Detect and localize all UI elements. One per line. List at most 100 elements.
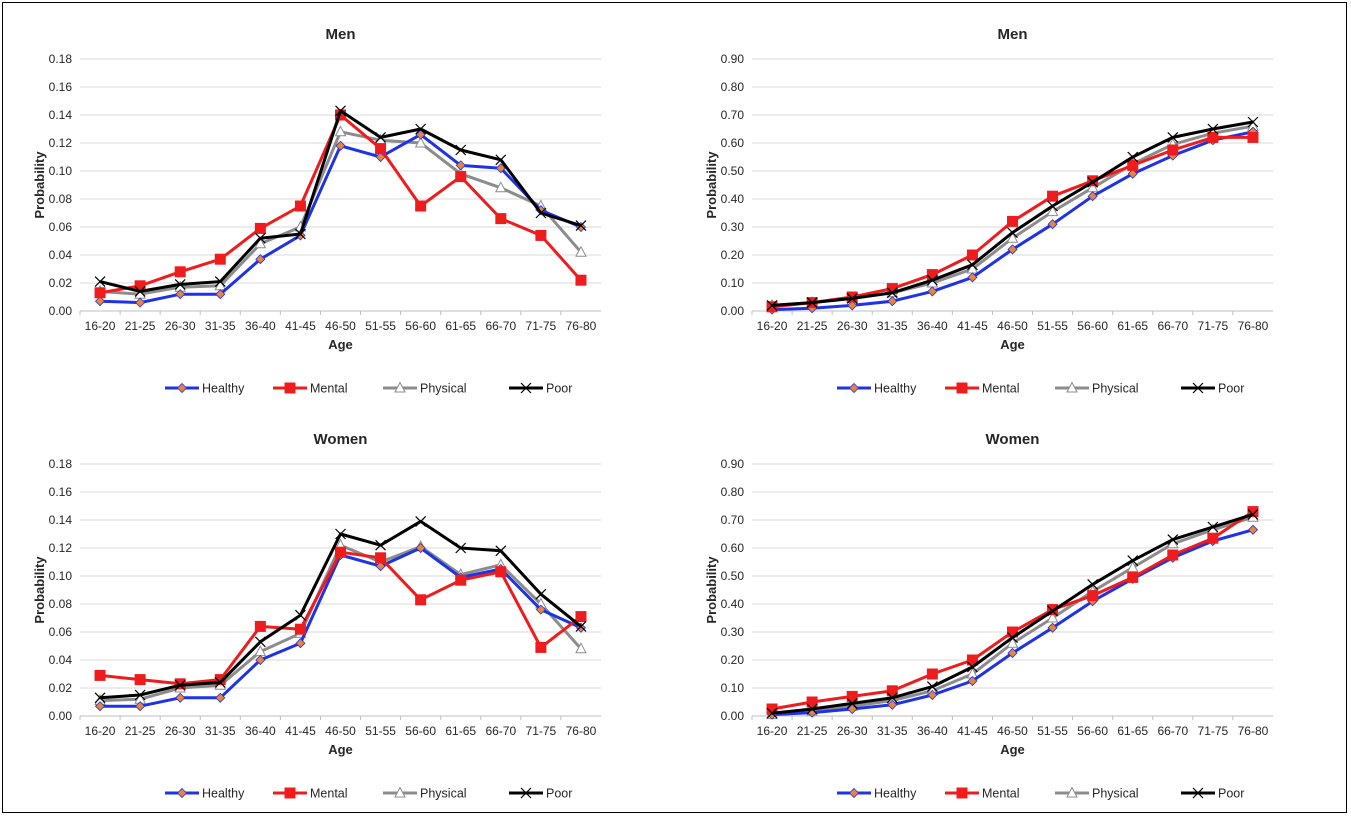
poor-marker	[294, 609, 306, 621]
x-tick-label: 56-60	[1077, 319, 1108, 333]
mental-marker	[375, 143, 387, 155]
healthy-marker	[495, 163, 506, 174]
x-tick-label: 51-55	[365, 319, 396, 333]
mental-marker	[415, 200, 427, 212]
mental-marker	[294, 200, 306, 212]
mental-marker	[254, 222, 266, 234]
legend-label: Poor	[546, 382, 572, 396]
y-tick-label: 0.04	[49, 248, 73, 262]
series-healthy	[766, 524, 1259, 720]
physical-marker	[1126, 561, 1139, 573]
mental-marker	[575, 611, 587, 623]
series-physical	[766, 119, 1259, 310]
x-tick-label: 61-65	[1117, 724, 1148, 738]
poor-marker	[1007, 632, 1018, 644]
x-tick-label: 41-45	[285, 724, 316, 738]
healthy-line	[771, 528, 1254, 717]
legend-item-physical: Physical	[1055, 381, 1139, 396]
x-tick-label: 36-40	[245, 319, 276, 333]
y-axis-label: Probability	[704, 151, 719, 219]
y-axis-label: Probability	[32, 151, 47, 219]
mental-marker	[415, 594, 427, 606]
mental-marker	[535, 229, 547, 241]
mental-marker	[926, 668, 938, 680]
y-tick-label: 0.90	[721, 457, 745, 471]
y-tick-label: 0.00	[49, 709, 73, 723]
poor-marker	[520, 787, 532, 799]
x-tick-label: 21-25	[797, 724, 828, 738]
x-tick-label: 16-20	[85, 724, 116, 738]
healthy-line	[99, 133, 582, 305]
healthy-marker	[847, 300, 858, 311]
x-tick-label: 36-40	[917, 724, 948, 738]
series-poor	[94, 515, 587, 704]
x-tick-label: 21-25	[125, 319, 156, 333]
physical-marker	[1006, 636, 1019, 648]
legend-item-healthy: Healthy	[165, 787, 245, 801]
x-tick-label: 46-50	[325, 724, 356, 738]
legend-item-mental: Mental	[945, 787, 1020, 801]
poor-marker	[926, 681, 938, 693]
poor-marker	[1087, 176, 1099, 188]
chart-title: Women	[986, 431, 1040, 448]
x-tick-label: 66-70	[485, 724, 516, 738]
mental-marker	[1247, 506, 1259, 518]
legend: Healthy Mental Physical Poor	[837, 786, 1244, 801]
poor-marker	[1247, 116, 1259, 128]
y-tick-label: 0.80	[721, 80, 745, 94]
series-mental	[766, 506, 1259, 715]
legend-item-physical: Physical	[383, 381, 467, 396]
healthy-marker	[887, 699, 898, 710]
x-tick-label: 16-20	[85, 319, 116, 333]
chart-panel-2: 0.00 0.10 0.20 0.30 0.40 0.50 0.60 0.70 0.80 0.90…	[704, 26, 1273, 396]
y-tick-label: 0.18	[49, 52, 73, 66]
healthy-marker	[967, 272, 978, 283]
y-tick-label: 0.08	[49, 597, 73, 611]
mental-marker	[806, 696, 818, 708]
healthy-marker	[175, 692, 186, 703]
physical-marker	[494, 181, 507, 193]
poor-marker	[1207, 521, 1219, 533]
x-tick-label: 61-65	[445, 319, 476, 333]
mental-marker	[1127, 571, 1139, 583]
x-tick-label: 26-30	[837, 319, 868, 333]
legend-label: Mental	[310, 382, 348, 396]
mental-marker	[575, 274, 587, 286]
series-healthy	[94, 129, 587, 308]
figure-canvas: 0.00 0.02 0.04 0.06 0.08 0.10 0.12 0.14 0.16 0.18…	[32, 26, 1273, 801]
mental-marker	[284, 787, 296, 799]
poor-marker	[1007, 227, 1018, 239]
legend-label: Mental	[982, 787, 1020, 801]
y-tick-label: 0.00	[49, 304, 73, 318]
chart-title: Men	[998, 26, 1028, 43]
poor-marker	[520, 382, 532, 394]
poor-marker	[134, 285, 146, 297]
mental-marker	[174, 266, 186, 278]
poor-marker	[1192, 382, 1204, 394]
poor-marker	[375, 539, 387, 551]
poor-marker	[455, 542, 467, 554]
mental-marker	[455, 574, 467, 586]
poor-marker	[174, 679, 186, 691]
poor-marker	[766, 707, 778, 719]
y-tick-label: 0.08	[49, 192, 73, 206]
mental-marker	[1167, 549, 1179, 561]
x-tick-label: 71-75	[1198, 319, 1229, 333]
mental-marker	[846, 690, 858, 702]
physical-line	[99, 543, 583, 703]
series-mental	[766, 131, 1259, 313]
poor-marker	[886, 692, 898, 704]
x-axis-label: Age	[328, 337, 353, 352]
poor-line	[99, 109, 582, 293]
healthy-marker	[847, 703, 858, 715]
healthy-marker	[927, 286, 938, 297]
y-tick-label: 0.20	[721, 248, 745, 262]
poor-marker	[1167, 534, 1179, 546]
x-tick-label: 76-80	[566, 319, 597, 333]
poor-marker	[335, 528, 346, 540]
poor-marker	[806, 703, 818, 715]
y-tick-label: 0.12	[49, 541, 73, 555]
poor-marker	[1047, 200, 1059, 212]
healthy-marker	[535, 604, 546, 615]
legend-item-poor: Poor	[509, 787, 572, 801]
